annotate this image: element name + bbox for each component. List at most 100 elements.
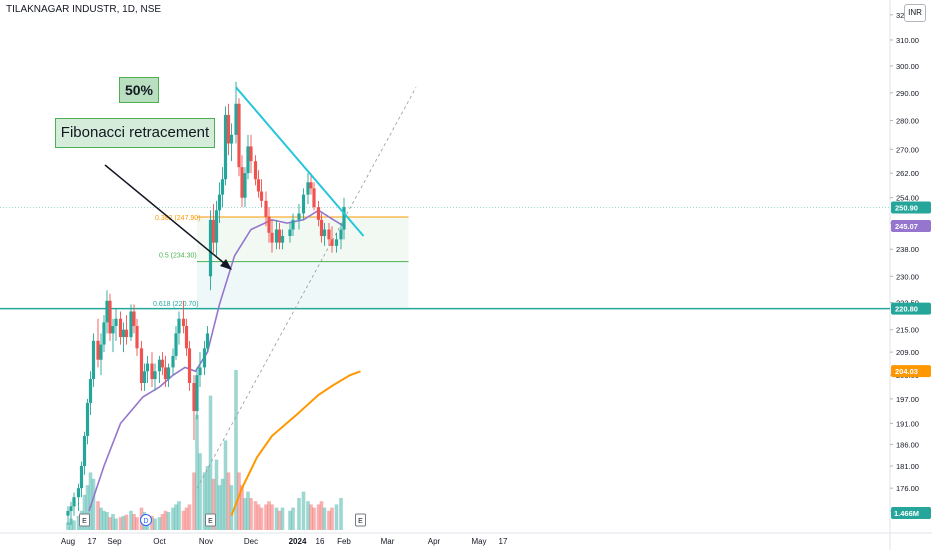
volume-bar <box>334 504 339 530</box>
candle-body <box>108 300 112 334</box>
candle-body <box>277 229 282 243</box>
volume-bar <box>132 514 136 530</box>
y-tick-label: 238.00 <box>896 245 919 254</box>
volume-bar <box>267 501 271 530</box>
volume-bar <box>280 507 285 530</box>
volume-bar <box>319 501 324 530</box>
candle-body <box>312 188 316 208</box>
dividend-badge-circle <box>140 514 152 526</box>
candle-body <box>114 318 118 327</box>
volume-bar <box>111 514 115 530</box>
y-tick-label: 300.00 <box>896 62 919 71</box>
fibonacci-note[interactable]: Fibonacci retracement <box>55 118 215 148</box>
candle-body <box>163 367 168 380</box>
candle-body <box>253 161 258 180</box>
x-tick-label: Nov <box>199 537 213 546</box>
candle-body <box>91 340 96 380</box>
volume-bar <box>270 504 274 530</box>
candle-body <box>79 465 84 489</box>
last-price-tag-label: 250.90 <box>895 203 918 212</box>
volume-bar <box>259 507 264 530</box>
y-tick-label: 186.00 <box>896 440 919 449</box>
event-badge: D <box>140 514 152 526</box>
candle-body <box>85 402 90 436</box>
support-tag <box>891 302 931 315</box>
volume-bar <box>187 504 192 530</box>
candle-body <box>288 229 292 237</box>
earnings-badge-box <box>79 513 90 527</box>
volume-bar <box>339 498 343 530</box>
candle-body <box>316 207 321 220</box>
candle-body <box>150 363 154 380</box>
candle-body <box>306 182 310 195</box>
x-tick-label: Dec <box>244 537 258 546</box>
volume-bar <box>96 501 100 530</box>
volume-bar <box>234 370 238 530</box>
volume-bar <box>274 507 279 530</box>
y-tick-label: 181.00 <box>896 462 919 471</box>
volume-bar <box>129 510 133 530</box>
earnings-badge-letter: E <box>208 518 213 525</box>
y-tick-label: 270.00 <box>896 145 919 154</box>
y-tick-label: 280.00 <box>896 117 919 126</box>
candle-body <box>211 219 216 243</box>
candle-body <box>274 229 279 243</box>
volume-bar <box>288 510 292 530</box>
percent-note[interactable]: 50% <box>119 77 159 103</box>
volume-bar <box>316 504 321 530</box>
candle-body <box>214 210 219 243</box>
volume-bar <box>102 510 106 530</box>
candle-body <box>330 239 334 246</box>
candle-body <box>187 348 192 384</box>
volume-bar <box>85 485 90 530</box>
volume-bar <box>229 485 234 530</box>
volume-bar <box>264 504 268 530</box>
volume-bar <box>306 501 310 530</box>
event-badge: E <box>205 513 216 527</box>
candle-body <box>184 326 189 349</box>
candle-body <box>142 371 147 384</box>
volume-bar <box>177 501 181 530</box>
candle-body <box>129 311 133 338</box>
candle-body <box>240 167 244 198</box>
volume-bar <box>66 522 70 530</box>
volume-bar <box>181 510 186 530</box>
y-tick-label: 310.00 <box>896 36 919 45</box>
candle-body <box>139 348 144 384</box>
candle-body <box>297 213 301 220</box>
candle-body <box>192 383 196 412</box>
volume-bar <box>214 459 219 530</box>
descending-trendline <box>235 86 365 237</box>
y-tick-label: 290.00 <box>896 89 919 98</box>
candle-body <box>202 348 207 368</box>
y-tick-label: 254.00 <box>896 194 919 203</box>
candle-body <box>76 488 81 498</box>
candle-body <box>220 179 225 195</box>
candle-body <box>217 194 222 211</box>
candle-body <box>166 367 171 380</box>
volume-bar <box>211 478 216 530</box>
y-tick-label: 191.00 <box>896 419 919 428</box>
ma-long-tag <box>891 365 931 378</box>
candle-body <box>102 322 106 345</box>
candle-body <box>124 329 129 338</box>
x-tick-label: 2024 <box>289 537 307 546</box>
fib-label-618: 0.618 (220.70) <box>153 301 199 308</box>
candle-body <box>301 194 306 214</box>
volume-tag-label: 1.466M <box>894 509 919 518</box>
volume-bar <box>217 485 222 530</box>
y-tick-label: 262.00 <box>896 169 919 178</box>
candle-body <box>319 219 324 237</box>
candle-body <box>195 375 199 412</box>
fib-label-382: 0.382 (247.90) <box>155 215 201 222</box>
volume-bar <box>76 515 81 530</box>
x-tick-label: Oct <box>153 537 166 546</box>
currency-button[interactable]: INR <box>904 4 926 22</box>
volume-bar <box>124 514 129 530</box>
candle-body <box>327 229 331 240</box>
earnings-badge-box <box>355 513 366 527</box>
last-price-tag <box>891 201 931 214</box>
x-tick-label: 16 <box>316 537 325 546</box>
candle-body <box>118 318 123 338</box>
